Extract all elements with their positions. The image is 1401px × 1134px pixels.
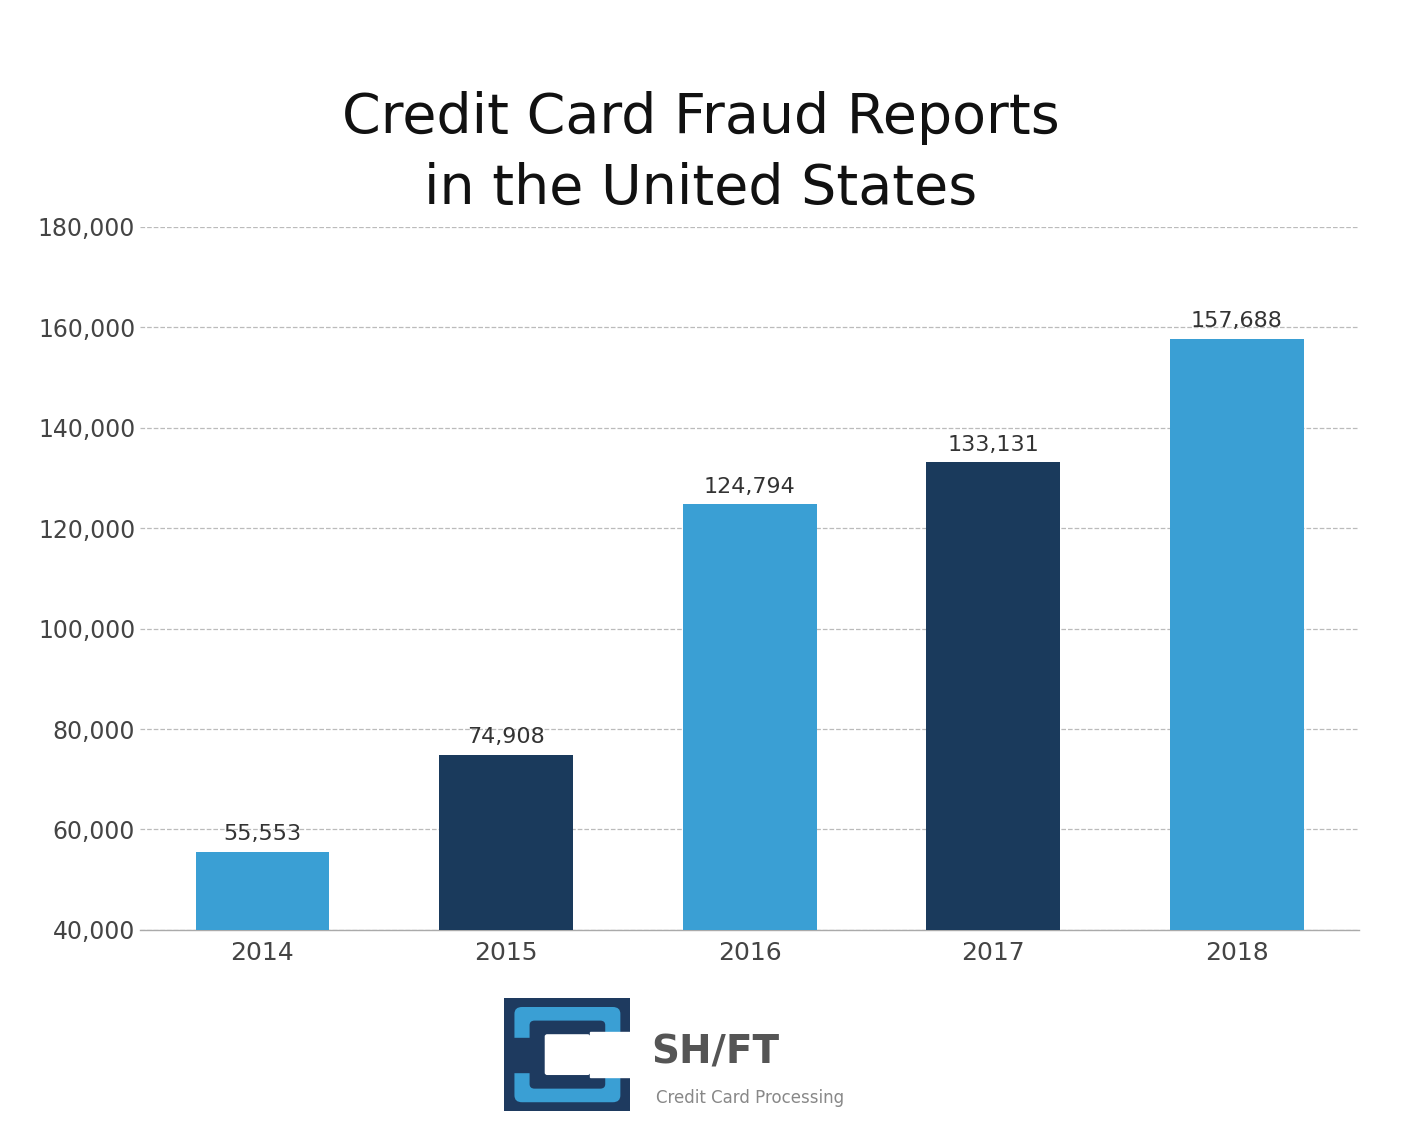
Text: Credit Card Processing: Credit Card Processing xyxy=(656,1089,843,1107)
FancyBboxPatch shape xyxy=(545,1034,590,1075)
Bar xyxy=(439,754,573,1131)
Text: Credit Card Fraud Reports
in the United States: Credit Card Fraud Reports in the United … xyxy=(342,91,1059,215)
Bar xyxy=(196,852,329,1131)
Text: 55,553: 55,553 xyxy=(223,824,301,844)
Bar xyxy=(1170,339,1303,1131)
Text: 124,794: 124,794 xyxy=(703,476,796,497)
Text: 74,908: 74,908 xyxy=(467,727,545,747)
Bar xyxy=(590,1032,630,1077)
Text: 157,688: 157,688 xyxy=(1191,312,1282,331)
Bar xyxy=(510,1038,542,1072)
Bar xyxy=(926,463,1061,1131)
Text: 133,131: 133,131 xyxy=(947,434,1040,455)
FancyBboxPatch shape xyxy=(500,995,635,1115)
Text: SH/FT: SH/FT xyxy=(651,1033,779,1072)
Bar xyxy=(682,503,817,1131)
FancyBboxPatch shape xyxy=(514,1007,621,1102)
FancyBboxPatch shape xyxy=(530,1021,605,1089)
